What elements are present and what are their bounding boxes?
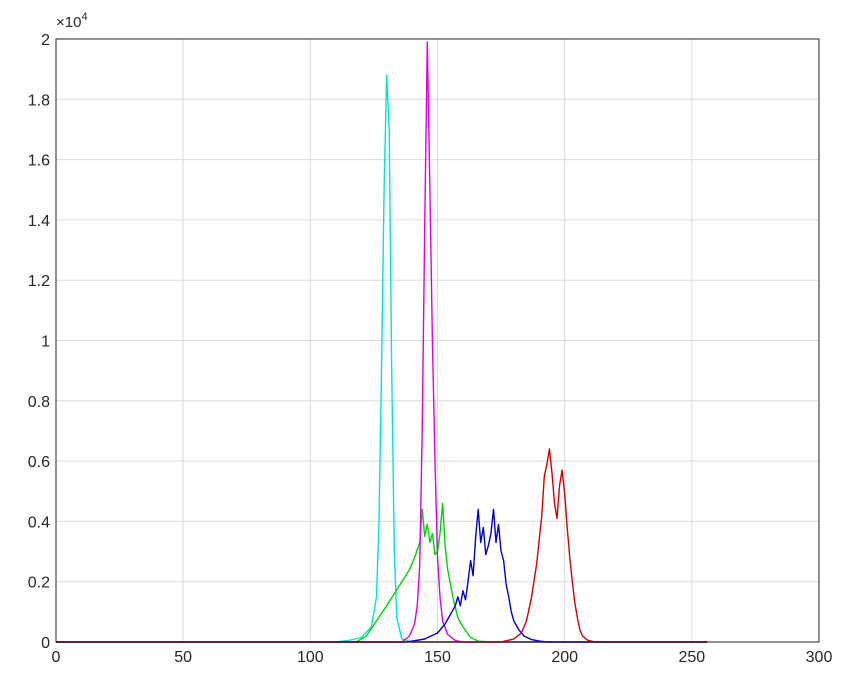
x-tick-label: 200 <box>551 649 578 666</box>
x-tick-label: 150 <box>424 649 451 666</box>
series-line-3 <box>56 41 708 643</box>
series-line-1 <box>56 74 708 643</box>
x-tick-label: 0 <box>52 649 61 666</box>
plot-frame <box>55 38 820 643</box>
series-line-2 <box>56 502 708 643</box>
series-group <box>56 41 708 643</box>
x-tick-label: 100 <box>297 649 324 666</box>
y-tick-label: 1.8 <box>28 92 50 109</box>
x-tick-label: 300 <box>806 649 833 666</box>
y-tick-label: 2 <box>41 32 50 49</box>
y-tick-label: 1.6 <box>28 153 50 170</box>
x-tick-label: 50 <box>174 649 192 666</box>
series-line-4 <box>56 508 708 643</box>
y-tick-label: 0 <box>41 635 50 652</box>
y-tick-label: 1 <box>41 334 50 351</box>
y-tick-label: 1.4 <box>28 213 50 230</box>
tick-labels: 0 50 100 150 200 250 300 0 0.2 0.4 0.6 0.8 1 1.2 1.4 1.… <box>28 32 833 666</box>
y-tick-label: 1.2 <box>28 273 50 290</box>
series-line-5 <box>56 448 708 643</box>
y-tick-label: 0.2 <box>28 575 50 592</box>
x-tick-label: 250 <box>678 649 705 666</box>
y-exponent-label: ×104 <box>56 11 88 31</box>
y-tick-label: 0.4 <box>28 514 50 531</box>
y-tick-label: 0.6 <box>28 454 50 471</box>
y-exponent-power: 4 <box>81 11 87 23</box>
y-tick-label: 0.8 <box>28 394 50 411</box>
y-exponent-base: ×10 <box>56 14 81 31</box>
